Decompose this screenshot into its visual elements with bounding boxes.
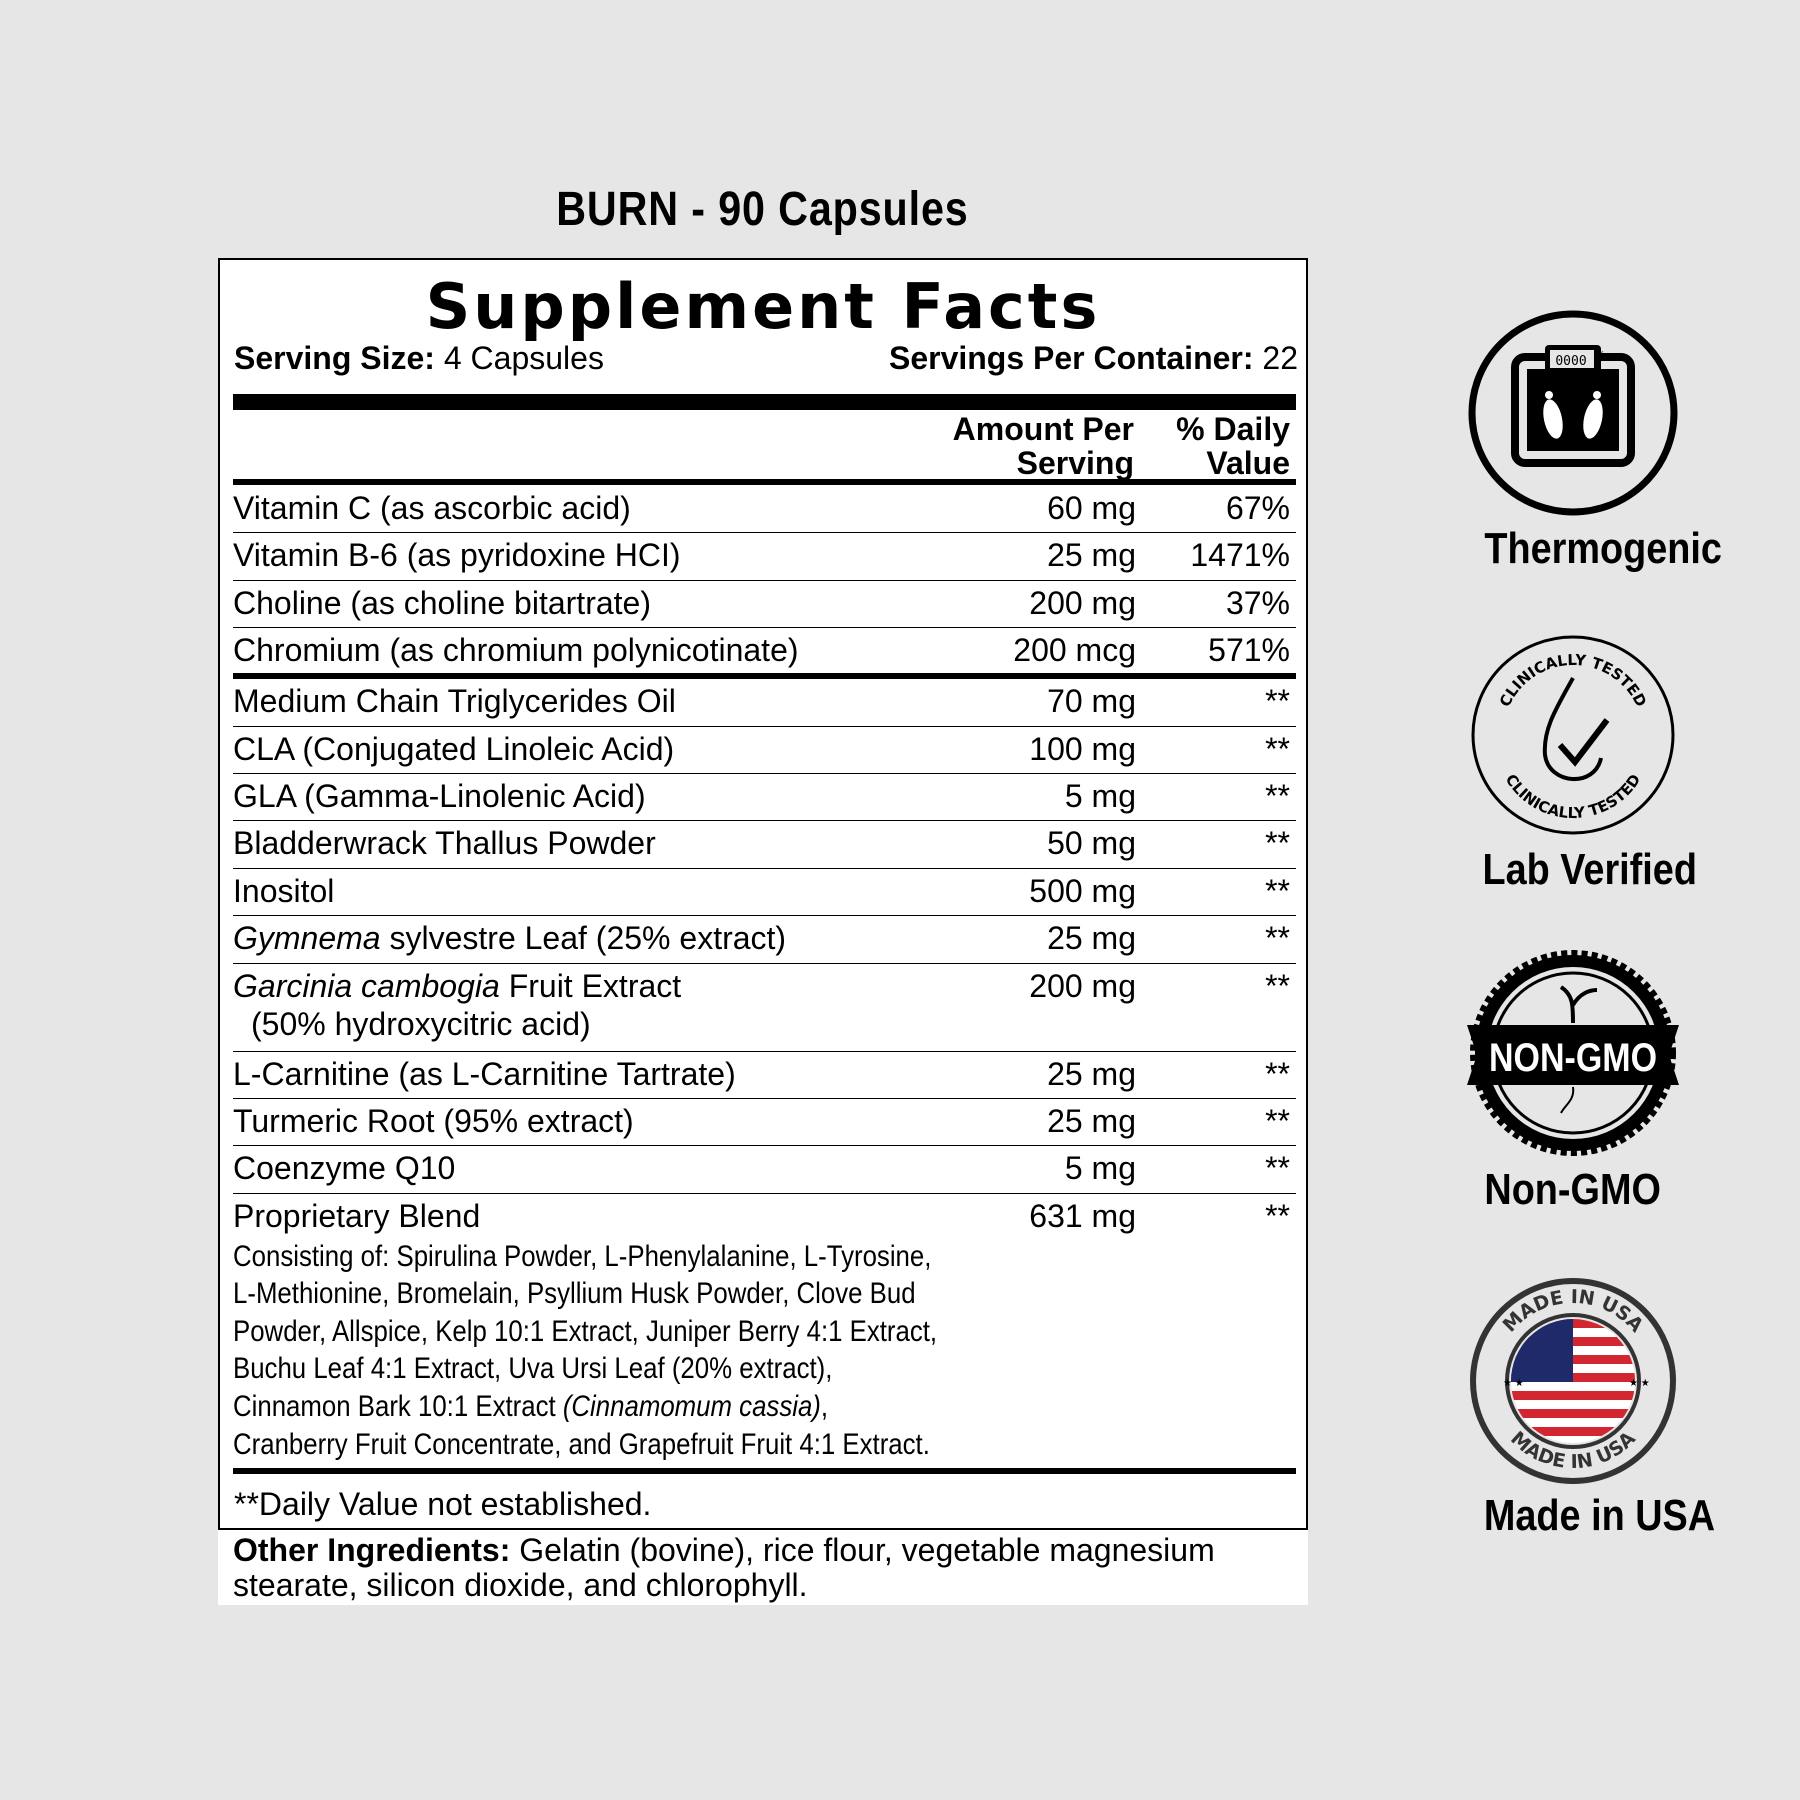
badge-label: Lab Verified [1482, 845, 1697, 894]
other-ingredients-label: Other Ingredients: [233, 1532, 511, 1568]
svg-text:W: W [1596, 350, 1603, 358]
amount: 25 mg [1047, 920, 1136, 957]
daily-value: ** [1265, 1102, 1290, 1139]
badge-thermogenic: 0000 W Thermogenic [1465, 307, 1722, 574]
table-row: L-Carnitine (as L-Carnitine Tartrate) 25 … [233, 1052, 1296, 1099]
daily-value: ** [1265, 825, 1290, 862]
servings-per-container: Servings Per Container: 22 [889, 340, 1298, 377]
table-row: CLA (Conjugated Linoleic Acid) 100 mg ** [233, 727, 1296, 774]
amount: 200 mg [1029, 967, 1136, 1004]
panel-heading: Supplement Facts [425, 270, 1101, 343]
other-ingredients: Other Ingredients: Gelatin (bovine), ric… [218, 1530, 1308, 1605]
daily-value: 37% [1225, 584, 1290, 621]
badge-made-in-usa: MADE IN USA MADE IN USA ★ ★ ★ ★ Made in U… [1465, 1276, 1715, 1541]
daily-value: 67% [1225, 490, 1290, 526]
nutrient-name: L-Carnitine (as L-Carnitine Tartrate) [233, 1055, 736, 1092]
amount: 200 mcg [1013, 632, 1136, 669]
nutrient-table: Vitamin C (as ascorbic acid) 60 mg 67% Vita… [233, 486, 1296, 1461]
serving-size-value: 4 Capsules [443, 340, 604, 376]
table-row: Proprietary Blend 631 mg ** Consisting of: … [233, 1194, 1296, 1461]
nutrient-name: Turmeric Root (95% extract) [233, 1102, 634, 1139]
daily-value: ** [1265, 730, 1290, 767]
nutrient-name: Choline (as choline bitartrate) [233, 584, 651, 621]
dv-header: % Daily Value [1176, 411, 1290, 481]
thick-divider [233, 479, 1296, 485]
non-gmo-icon: NON-GMO [1467, 950, 1679, 1156]
nutrient-name: Vitamin B-6 (as pyridoxine HCI) [233, 537, 681, 574]
nutrient-name: Medium Chain Triglycerides Oil [233, 683, 676, 720]
svg-text:0000: 0000 [1555, 354, 1586, 369]
table-row: Chromium (as chromium polynicotinate) 200… [233, 628, 1296, 680]
amount: 631 mg [1029, 1197, 1136, 1234]
nutrient-name: CLA (Conjugated Linoleic Acid) [233, 730, 675, 767]
table-row: Vitamin B-6 (as pyridoxine HCI) 25 mg 1471… [233, 533, 1296, 581]
table-row: Coenzyme Q10 5 mg ** [233, 1146, 1296, 1194]
daily-value: ** [1265, 683, 1290, 720]
table-row: Turmeric Root (95% extract) 25 mg ** [233, 1099, 1296, 1147]
daily-value: ** [1265, 1197, 1290, 1234]
amount: 200 mg [1029, 584, 1136, 621]
nutrient-name: Proprietary Blend [233, 1197, 481, 1234]
amount: 5 mg [1064, 1150, 1136, 1187]
clinically-tested-icon: CLINICALLY TESTED CLINICALLY TESTED [1471, 635, 1675, 835]
amount: 100 mg [1029, 730, 1136, 767]
table-row: Bladderwrack Thallus Powder 50 mg ** [233, 821, 1296, 869]
thick-divider [233, 394, 1296, 410]
table-row: Medium Chain Triglycerides Oil 70 mg ** [233, 679, 1296, 727]
daily-value: ** [1265, 777, 1290, 814]
table-row: Vitamin C (as ascorbic acid) 60 mg 67% [233, 486, 1296, 534]
amount: 70 mg [1047, 683, 1136, 720]
amount: 25 mg [1047, 1055, 1136, 1092]
table-row: GLA (Gamma-Linolenic Acid) 5 mg ** [233, 774, 1296, 822]
nutrient-name: Gymnema sylvestre Leaf (25% extract) [233, 920, 787, 957]
servings-label: Servings Per Container: [888, 340, 1254, 376]
badge-non-gmo: NON-GMO Non-GMO [1465, 945, 1681, 1215]
badge-lab-verified: CLINICALLY TESTED CLINICALLY TESTED Lab … [1465, 630, 1697, 895]
nutrient-name: Inositol [233, 872, 335, 909]
nutrient-name: Garcinia cambogia Fruit Extract [233, 967, 682, 1004]
nutrient-name: Bladderwrack Thallus Powder [233, 825, 656, 862]
amount: 500 mg [1029, 872, 1136, 909]
table-row: Choline (as choline bitartrate) 200 mg 37% [233, 581, 1296, 629]
svg-text:★ ★: ★ ★ [1629, 1378, 1650, 1389]
made-in-usa-icon: MADE IN USA MADE IN USA ★ ★ ★ ★ [1470, 1278, 1676, 1484]
nutrient-name: Coenzyme Q10 [233, 1150, 456, 1187]
product-title: BURN - 90 Capsules [556, 183, 969, 236]
thick-divider [233, 1468, 1296, 1474]
badge-label: Made in USA [1483, 1491, 1716, 1540]
daily-value: ** [1265, 872, 1290, 909]
table-row: Garcinia cambogia Fruit Extract (50% hydr… [233, 964, 1296, 1052]
table-row: Inositol 500 mg ** [233, 869, 1296, 917]
amount: 25 mg [1047, 1102, 1136, 1139]
other-ingredients-text: Gelatin (bovine), rice flour, vegetable … [233, 1532, 1215, 1603]
amount: 5 mg [1064, 777, 1136, 814]
supplement-facts-panel: Supplement Facts Serving Size: 4 Capsule… [218, 258, 1308, 1530]
daily-value: ** [1265, 920, 1290, 957]
column-header: Amount Per Serving % Daily Value [233, 412, 1296, 486]
daily-value: 571% [1208, 632, 1290, 669]
nutrient-name: Vitamin C (as ascorbic acid) [233, 490, 631, 526]
daily-value: 1471% [1190, 537, 1290, 574]
serving-size: Serving Size: 4 Capsules [234, 340, 604, 377]
amount: 60 mg [1047, 490, 1136, 526]
nutrient-name-line2: (50% hydroxycitric acid) [251, 1005, 591, 1042]
badge-label: Thermogenic [1484, 524, 1722, 573]
servings-value: 22 [1262, 340, 1298, 376]
amount-header: Amount Per Serving [952, 411, 1134, 481]
nutrient-name: GLA (Gamma-Linolenic Acid) [233, 777, 646, 814]
daily-value: ** [1265, 1150, 1290, 1187]
dv-note: **Daily Value not established. [234, 1486, 652, 1522]
daily-value: ** [1265, 967, 1290, 1004]
serving-size-label: Serving Size: [234, 340, 435, 376]
badge-label: Non-GMO [1484, 1165, 1662, 1214]
amount: 25 mg [1047, 537, 1136, 574]
daily-value: ** [1265, 1055, 1290, 1092]
nutrient-name: Chromium (as chromium polynicotinate) [233, 632, 799, 669]
svg-text:NON-GMO: NON-GMO [1489, 1034, 1657, 1079]
amount: 50 mg [1047, 825, 1136, 862]
svg-text:★ ★: ★ ★ [1503, 1378, 1524, 1389]
table-row: Gymnema sylvestre Leaf (25% extract) 25 m… [233, 916, 1296, 964]
scale-icon: 0000 W [1468, 310, 1678, 516]
proprietary-blend-contents: Consisting of: Spirulina Powder, L-Pheny… [233, 1239, 938, 1461]
